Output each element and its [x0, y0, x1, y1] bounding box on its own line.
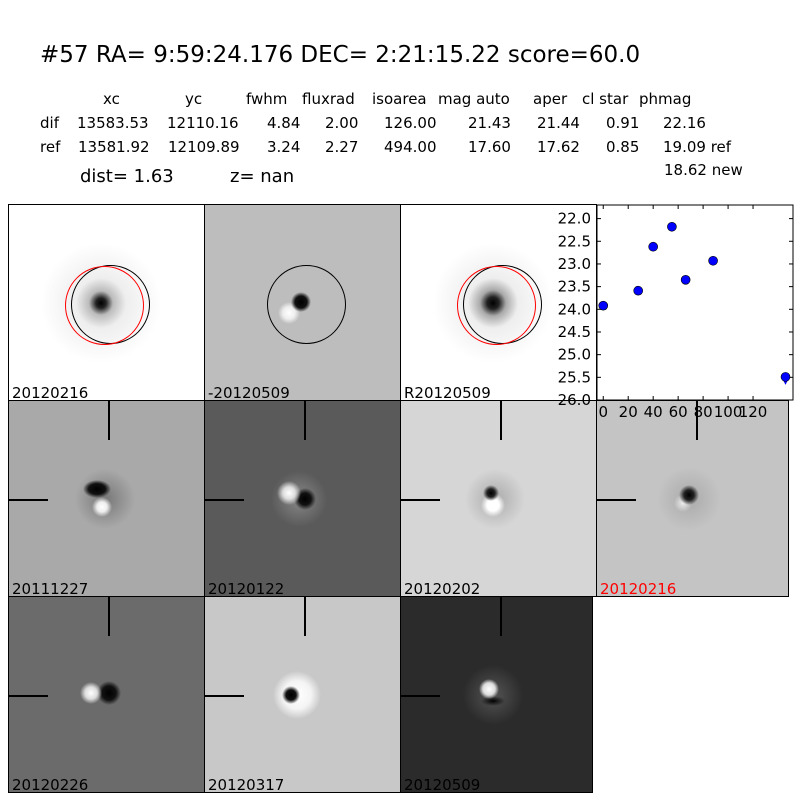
- data-point: [708, 255, 718, 266]
- table-cell: 17.60: [468, 138, 511, 156]
- crosshair-vertical: [108, 597, 110, 636]
- image-stamp: 20111227: [8, 400, 205, 597]
- table-cell: 2.00: [325, 114, 359, 132]
- plot-frame: [596, 204, 794, 401]
- reference-circle: [65, 266, 144, 345]
- crosshair-vertical: [500, 401, 502, 440]
- y-tick-label: 24.5: [558, 323, 591, 341]
- crosshair-horizontal: [401, 695, 440, 697]
- table-cell: 2.27: [325, 138, 359, 156]
- column-header: mag auto: [438, 90, 510, 108]
- y-tick-label: 24.0: [558, 300, 591, 318]
- y-tick-label: 25.0: [558, 346, 591, 364]
- x-tick-label: 20: [619, 403, 638, 421]
- image-stamp: 20120122: [204, 400, 401, 597]
- crosshair-horizontal: [205, 695, 244, 697]
- crosshair-horizontal: [401, 499, 440, 501]
- data-point: [633, 285, 643, 296]
- table-cell: 21.44: [537, 114, 580, 132]
- stamp-date-label: 20120216: [12, 384, 89, 401]
- column-header: xc: [103, 90, 120, 108]
- x-tick-label: 100: [714, 403, 743, 421]
- table-cell: 4.84: [267, 114, 301, 132]
- column-header: aper: [533, 90, 568, 108]
- data-point: [667, 221, 677, 232]
- x-tick-label: 0: [598, 403, 608, 421]
- table-cell: 13581.92: [78, 138, 150, 156]
- image-stamp: 20120216: [8, 204, 205, 401]
- image-stamp: R20120509: [400, 204, 597, 401]
- candidate-title: #57 RA= 9:59:24.176 DEC= 2:21:15.22 scor…: [40, 42, 641, 68]
- table-cell: 3.24: [267, 138, 301, 156]
- image-stamp: 20120317: [204, 596, 401, 793]
- phmag-new: 18.62 new: [664, 161, 743, 179]
- image-stamp: 20120509: [400, 596, 593, 793]
- stamp-date-label: 20120509: [404, 776, 481, 793]
- column-header: yc: [185, 90, 203, 108]
- y-tick-label: 22.5: [558, 232, 591, 250]
- data-point: [780, 372, 791, 382]
- table-cell: 13583.53: [77, 114, 149, 132]
- crosshair-vertical: [108, 401, 110, 440]
- column-header: fwhm: [246, 90, 288, 108]
- crosshair-vertical: [304, 597, 306, 636]
- stamp-date-label: 20120202: [404, 580, 481, 597]
- row-label: ref: [40, 138, 61, 156]
- stamp-date-label: 20111227: [12, 580, 89, 597]
- table-cell: 0.91: [606, 114, 640, 132]
- y-tick-label: 25.5: [558, 368, 591, 386]
- dist-value: dist= 1.63: [80, 166, 174, 187]
- aperture-circle: [267, 265, 346, 344]
- table-cell: 19.09 ref: [663, 138, 732, 156]
- stamp-date-label: 20120216: [600, 580, 677, 597]
- x-tick-label: 80: [694, 403, 713, 421]
- image-stamp: -20120509: [204, 204, 401, 401]
- column-header: fluxrad: [302, 90, 355, 108]
- table-cell: 22.16: [663, 114, 706, 132]
- y-tick-label: 23.0: [558, 255, 591, 273]
- column-header: isoarea: [372, 90, 427, 108]
- column-header: phmag: [639, 90, 692, 108]
- stamp-date-label: 20120122: [208, 580, 285, 597]
- x-tick-label: 40: [644, 403, 663, 421]
- x-tick-label: 120: [739, 403, 768, 421]
- crosshair-horizontal: [205, 499, 244, 501]
- stamp-date-label: -20120509: [208, 384, 290, 401]
- crosshair-vertical: [500, 597, 502, 636]
- crosshair-horizontal: [9, 499, 48, 501]
- z-value: z= nan: [230, 166, 295, 187]
- table-cell: 21.43: [468, 114, 511, 132]
- crosshair-vertical: [696, 401, 698, 440]
- table-cell: 17.62: [537, 138, 580, 156]
- crosshair-horizontal: [597, 499, 636, 501]
- table-cell: 0.85: [606, 138, 640, 156]
- magnitude-scatter-plot: 22.0 22.5 23.0 23.5 24.0 24.5 25.0 25.5 26.0 0 20 4…: [558, 204, 794, 421]
- column-header: cl star: [582, 90, 629, 108]
- data-point: [648, 241, 658, 252]
- row-label: dif: [40, 114, 59, 132]
- y-tick-label: 23.5: [558, 278, 591, 296]
- data-point: [598, 300, 609, 311]
- image-stamp: 20120226: [8, 596, 205, 793]
- table-cell: 12110.16: [167, 114, 239, 132]
- crosshair-horizontal: [9, 695, 48, 697]
- stamp-date-label: 20120226: [12, 776, 89, 793]
- stamp-date-label: 20120317: [208, 776, 285, 793]
- y-tick-label: 26.0: [558, 391, 591, 409]
- table-cell: 494.00: [384, 138, 437, 156]
- image-stamp: 20120216: [596, 400, 789, 597]
- crosshair-vertical: [304, 401, 306, 440]
- table-cell: 126.00: [384, 114, 437, 132]
- data-point: [680, 275, 691, 285]
- table-cell: 12109.89: [168, 138, 240, 156]
- y-tick-label: 22.0: [558, 210, 591, 228]
- reference-circle: [457, 266, 536, 345]
- stamp-date-label: R20120509: [404, 384, 491, 401]
- x-tick-label: 60: [669, 403, 688, 421]
- image-stamp: 20120202: [400, 400, 597, 597]
